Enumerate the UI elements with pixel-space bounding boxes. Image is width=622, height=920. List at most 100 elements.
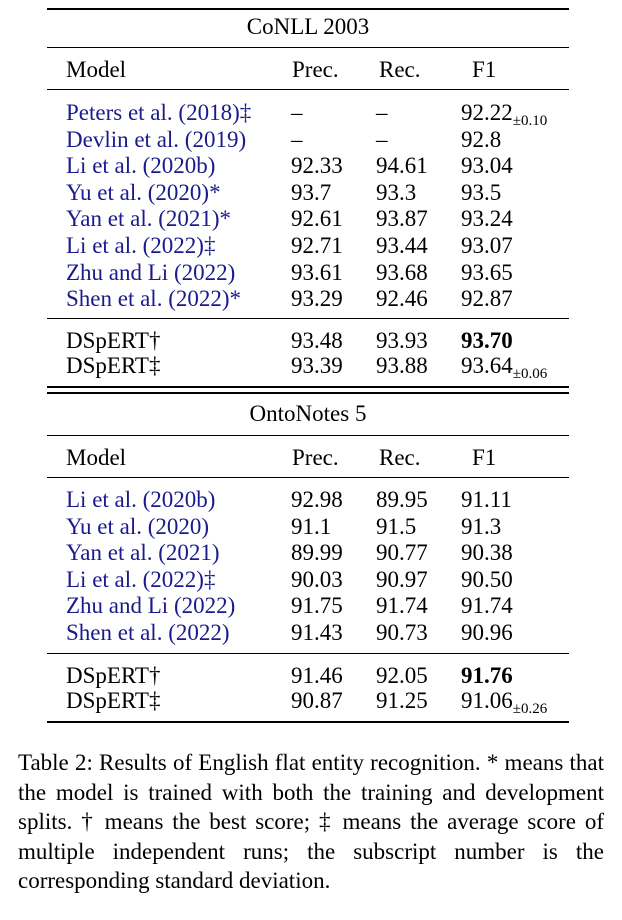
table-row: DSpERT‡ 93.39 93.88 93.64±0.06 bbox=[0, 352, 622, 382]
header-row: Model Prec. Rec. F1 bbox=[0, 444, 622, 471]
f1-value: 91.06 bbox=[461, 688, 513, 713]
citation-link[interactable]: Li et al. (2022)‡ bbox=[66, 566, 216, 592]
double-rule-bottom bbox=[47, 392, 569, 394]
recall-cell: 90.73 bbox=[376, 620, 428, 645]
f1-cell: 92.22±0.10 bbox=[461, 99, 548, 129]
precision-cell: 93.39 bbox=[291, 353, 343, 378]
table-caption: Table 2: Results of English flat entity … bbox=[18, 750, 604, 893]
f1-cell: 91.74 bbox=[461, 592, 513, 619]
precision-cell: 92.33 bbox=[291, 153, 343, 179]
recall-cell: 90.77 bbox=[376, 540, 428, 566]
citation-link[interactable]: Devlin et al. (2019) bbox=[66, 126, 247, 152]
model-name: DSpERT‡ bbox=[66, 688, 161, 713]
citation-link[interactable]: Shen et al. (2022) bbox=[66, 620, 230, 645]
precision-cell: 91.75 bbox=[291, 593, 343, 619]
recall-cell: – bbox=[376, 100, 388, 125]
citation-link[interactable]: Li et al. (2022)‡ bbox=[66, 233, 216, 258]
f1-cell: 93.64±0.06 bbox=[461, 352, 548, 382]
double-rule-top bbox=[47, 386, 569, 388]
f1-value: 93.65 bbox=[461, 259, 513, 285]
header-rule bbox=[47, 89, 569, 90]
f1-value: 91.3 bbox=[461, 513, 502, 539]
f1-cell: 91.76 bbox=[461, 662, 513, 689]
precision-cell: 93.61 bbox=[291, 259, 343, 285]
precision-cell: 89.99 bbox=[291, 540, 343, 566]
table-row: Li et al. (2020b) 92.33 94.61 93.04 bbox=[0, 152, 622, 179]
f1-value: 93.04 bbox=[461, 153, 513, 179]
header-model: Model bbox=[66, 445, 127, 470]
precision-cell: 90.03 bbox=[291, 566, 343, 592]
f1-value: 93.5 bbox=[461, 179, 502, 205]
table-row: DSpERT† 91.46 92.05 91.76 bbox=[0, 662, 622, 689]
recall-cell: 93.68 bbox=[376, 259, 428, 285]
dataset-title-ontonotes: OntoNotes 5 bbox=[249, 401, 367, 426]
precision-cell: – bbox=[291, 100, 303, 125]
group-rule bbox=[47, 318, 569, 319]
citation-link[interactable]: Zhu and Li (2022) bbox=[66, 259, 236, 285]
citation-link[interactable]: Li et al. (2020b) bbox=[66, 487, 216, 512]
table-row: Devlin et al. (2019) – – 92.8 bbox=[0, 126, 622, 153]
citation-link[interactable]: Yu et al. (2020)* bbox=[66, 179, 221, 205]
f1-value: 93.07 bbox=[461, 233, 513, 258]
f1-cell: 91.11 bbox=[461, 486, 512, 513]
header-prec: Prec. bbox=[292, 57, 339, 82]
f1-value: 90.38 bbox=[461, 540, 513, 566]
model-name: DSpERT† bbox=[66, 663, 161, 688]
f1-cell: 92.8 bbox=[461, 126, 501, 153]
precision-cell: 92.98 bbox=[291, 487, 343, 512]
header-rec: Rec. bbox=[379, 445, 421, 470]
table-row: Li et al. (2022)‡ 92.71 93.44 93.07 bbox=[0, 232, 622, 259]
f1-cell: 93.04 bbox=[461, 152, 513, 179]
std-deviation: ±0.06 bbox=[512, 366, 548, 382]
citation-link[interactable]: Zhu and Li (2022) bbox=[66, 593, 236, 619]
recall-cell: 93.88 bbox=[376, 353, 428, 378]
recall-cell: 93.44 bbox=[376, 233, 428, 258]
table-row: DSpERT‡ 90.87 91.25 91.06±0.26 bbox=[0, 687, 622, 717]
recall-cell: 91.74 bbox=[376, 593, 428, 619]
table-row: Shen et al. (2022) 91.43 90.73 90.96 bbox=[0, 619, 622, 646]
f1-value: 91.74 bbox=[461, 593, 513, 619]
recall-cell: 93.93 bbox=[376, 328, 428, 353]
f1-cell: 93.5 bbox=[461, 179, 501, 206]
f1-value: 90.96 bbox=[461, 620, 513, 645]
recall-cell: 89.95 bbox=[376, 487, 428, 512]
f1-cell: 90.38 bbox=[461, 539, 513, 566]
precision-cell: – bbox=[291, 126, 303, 152]
f1-value: 93.70 bbox=[461, 328, 513, 353]
recall-cell: 92.46 bbox=[376, 286, 428, 312]
precision-cell: 91.1 bbox=[291, 513, 332, 539]
recall-cell: 90.97 bbox=[376, 566, 428, 592]
precision-cell: 92.71 bbox=[291, 233, 343, 258]
precision-cell: 93.29 bbox=[291, 286, 343, 312]
group-rule bbox=[47, 653, 569, 654]
table-row: Yu et al. (2020) 91.1 91.5 91.3 bbox=[0, 513, 622, 540]
table-row: Zhu and Li (2022) 93.61 93.68 93.65 bbox=[0, 259, 622, 286]
citation-link[interactable]: Yan et al. (2021)* bbox=[66, 206, 232, 232]
f1-cell: 93.65 bbox=[461, 259, 513, 286]
bottom-rule bbox=[47, 721, 569, 723]
citation-link[interactable]: Li et al. (2020b) bbox=[66, 153, 216, 179]
f1-cell: 93.24 bbox=[461, 205, 513, 232]
precision-cell: 91.43 bbox=[291, 620, 343, 645]
model-name: DSpERT‡ bbox=[66, 353, 161, 378]
table-row: DSpERT† 93.48 93.93 93.70 bbox=[0, 327, 622, 354]
citation-link[interactable]: Yu et al. (2020) bbox=[66, 513, 210, 539]
precision-cell: 92.61 bbox=[291, 206, 343, 232]
recall-cell: – bbox=[376, 126, 388, 152]
precision-cell: 93.7 bbox=[291, 179, 332, 205]
f1-value: 92.22 bbox=[461, 100, 513, 125]
title-rule bbox=[47, 435, 569, 436]
citation-link[interactable]: Peters et al. (2018)‡ bbox=[66, 100, 252, 125]
recall-cell: 93.3 bbox=[376, 179, 417, 205]
table-row: Yan et al. (2021)* 92.61 93.87 93.24 bbox=[0, 205, 622, 232]
header-row: Model Prec. Rec. F1 bbox=[0, 56, 622, 83]
std-deviation: ±0.10 bbox=[512, 113, 548, 129]
citation-link[interactable]: Shen et al. (2022)* bbox=[66, 286, 242, 312]
precision-cell: 93.48 bbox=[291, 328, 343, 353]
model-name: DSpERT† bbox=[66, 328, 161, 353]
recall-cell: 94.61 bbox=[376, 153, 428, 179]
f1-value: 93.24 bbox=[461, 206, 513, 232]
f1-cell: 93.70 bbox=[461, 327, 513, 354]
citation-link[interactable]: Yan et al. (2021) bbox=[66, 540, 220, 566]
f1-value: 90.50 bbox=[461, 566, 513, 592]
